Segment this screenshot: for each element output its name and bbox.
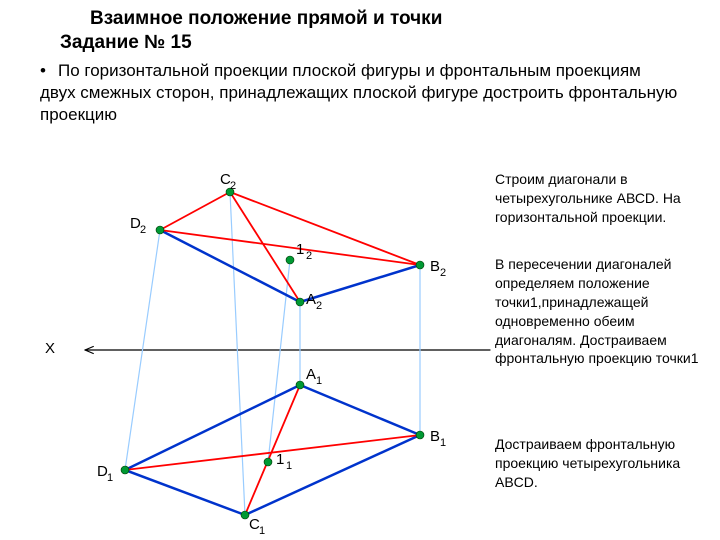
- svg-text:2: 2: [316, 300, 322, 312]
- title-line2: Задание № 15: [60, 32, 192, 54]
- svg-text:1: 1: [107, 472, 113, 484]
- svg-text:2: 2: [140, 224, 146, 236]
- svg-text:A: A: [306, 291, 316, 308]
- svg-text:1: 1: [276, 451, 284, 468]
- title-line1: Взаимное положение прямой и точки: [90, 8, 442, 30]
- svg-text:1: 1: [316, 375, 322, 387]
- bullet-dot: •: [40, 60, 58, 82]
- svg-text:A: A: [306, 366, 316, 383]
- svg-text:2: 2: [306, 250, 312, 262]
- side-text-2: В пересечении диагоналей определяем поло…: [495, 255, 715, 368]
- side-text-3: Достраиваем фронтальную проекцию четырех…: [495, 435, 710, 492]
- diagram-svg: 1112C2D2B2A2A1B1D1C1: [30, 170, 500, 540]
- svg-text:1: 1: [286, 460, 292, 472]
- side-text-1: Строим диагонали в четырехугольнике АВСD…: [495, 170, 710, 227]
- svg-text:1: 1: [296, 241, 304, 258]
- svg-text:2: 2: [440, 267, 446, 279]
- svg-text:2: 2: [230, 180, 236, 192]
- svg-text:1: 1: [259, 525, 265, 537]
- svg-text:B: B: [430, 428, 440, 445]
- x-axis-label: X: [45, 340, 55, 357]
- svg-text:1: 1: [440, 437, 446, 449]
- task-bullet: •По горизонтальной проекции плоской фигу…: [40, 60, 680, 126]
- bullet-text: По горизонтальной проекции плоской фигур…: [40, 61, 677, 124]
- svg-text:B: B: [430, 258, 440, 275]
